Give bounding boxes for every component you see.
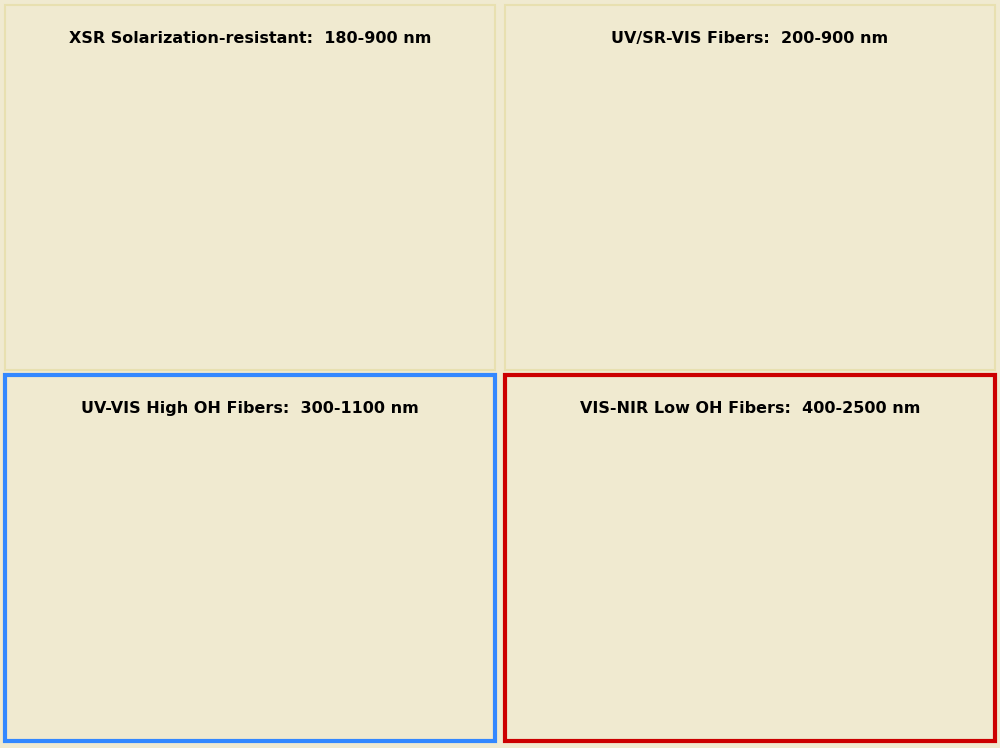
Y-axis label: ATTENUATION (dB/m): ATTENUATION (dB/m) (36, 137, 46, 254)
Y-axis label: ATTENUATION (dB/m): ATTENUATION (dB/m) (36, 507, 46, 624)
Text: XSR Solarization-resistant:  180-900 nm: XSR Solarization-resistant: 180-900 nm (69, 31, 431, 46)
X-axis label: WAVELENGTH (nm): WAVELENGTH (nm) (211, 710, 338, 723)
Text: UV-VIS High OH Fibers:  300-1100 nm: UV-VIS High OH Fibers: 300-1100 nm (81, 401, 419, 416)
Text: UV/SR-VIS Fibers:  200-900 nm: UV/SR-VIS Fibers: 200-900 nm (611, 31, 889, 46)
Y-axis label: ATTENUATION (dB/m): ATTENUATION (dB/m) (536, 137, 546, 254)
Text: VIS-NIR Low OH Fibers:  400-2500 nm: VIS-NIR Low OH Fibers: 400-2500 nm (580, 401, 920, 416)
X-axis label: WAVELENGTH (nm): WAVELENGTH (nm) (711, 710, 838, 723)
X-axis label: WAVELENGTH (nm): WAVELENGTH (nm) (711, 340, 838, 352)
Y-axis label: ATTENUATION (dB/m): ATTENUATION (dB/m) (536, 507, 546, 624)
X-axis label: WAVELENGTH (nm): WAVELENGTH (nm) (211, 340, 338, 352)
